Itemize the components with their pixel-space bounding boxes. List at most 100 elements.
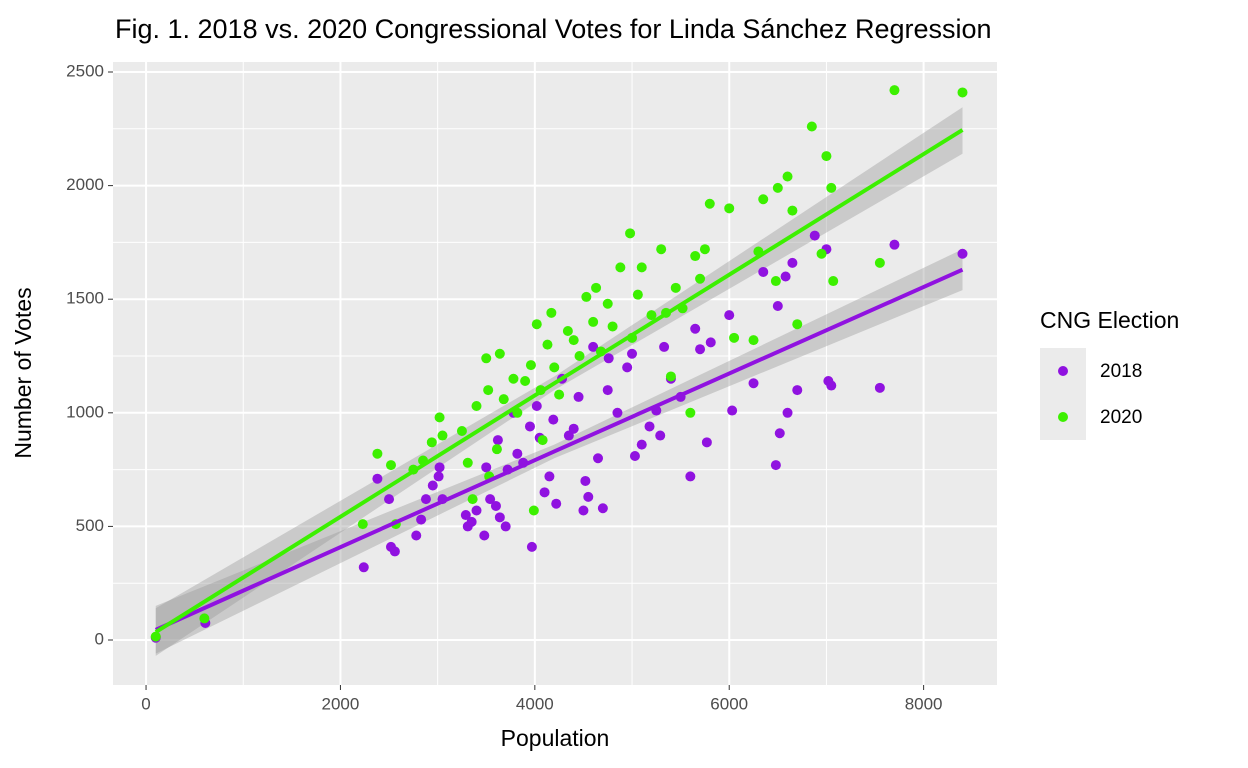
point [411, 530, 422, 541]
point [494, 512, 505, 523]
point [758, 194, 769, 205]
point [889, 239, 900, 250]
point [729, 332, 740, 343]
x-tick-label: 8000 [905, 694, 943, 713]
point [544, 471, 555, 482]
point [416, 514, 427, 525]
point [772, 182, 783, 193]
point [434, 462, 445, 473]
y-tick-label: 1500 [66, 289, 104, 308]
point [772, 301, 783, 312]
point [629, 450, 640, 461]
point [471, 400, 482, 411]
point [704, 198, 715, 209]
point [531, 400, 542, 411]
point [806, 121, 817, 132]
point [372, 448, 383, 459]
point [685, 471, 696, 482]
point [770, 460, 781, 471]
point [809, 230, 820, 241]
regression-line [154, 128, 964, 634]
point [655, 430, 666, 441]
point [481, 353, 492, 364]
point [659, 341, 670, 352]
regression-line [154, 267, 964, 632]
point [498, 394, 509, 405]
point [437, 430, 448, 441]
point [492, 435, 503, 446]
point [602, 385, 613, 396]
x-axis-label: Population [501, 725, 610, 751]
point [665, 371, 676, 382]
point [525, 360, 536, 371]
point [957, 87, 968, 98]
point [508, 373, 519, 384]
point [632, 289, 643, 300]
point [627, 348, 638, 359]
point [625, 228, 636, 239]
x-tick-label: 6000 [710, 694, 748, 713]
point [434, 412, 445, 423]
point [828, 276, 839, 287]
point [580, 475, 591, 486]
point [748, 335, 759, 346]
y-tick-label: 2000 [66, 175, 104, 194]
point [816, 248, 827, 259]
point [385, 460, 396, 471]
point [433, 471, 444, 482]
point [607, 321, 618, 332]
point [670, 282, 681, 293]
point [426, 437, 437, 448]
point [724, 310, 735, 321]
point [526, 541, 537, 552]
point [528, 505, 539, 516]
point [622, 362, 633, 373]
point [549, 362, 560, 373]
point [699, 244, 710, 255]
point [542, 339, 553, 350]
legend-label: 2020 [1100, 407, 1142, 428]
point [792, 319, 803, 330]
point [471, 505, 482, 516]
point [770, 276, 781, 287]
point [389, 546, 400, 557]
y-axis-label: Number of Votes [10, 287, 36, 458]
point [574, 351, 585, 362]
point [357, 519, 368, 530]
point [583, 491, 594, 502]
point [792, 385, 803, 396]
point [690, 323, 701, 334]
point [615, 262, 626, 273]
point [593, 453, 604, 464]
point [591, 282, 602, 293]
point [727, 405, 738, 416]
point [481, 462, 492, 473]
point [780, 271, 791, 282]
point [656, 244, 667, 255]
point [578, 505, 589, 516]
point [695, 344, 706, 355]
y-tick-label: 0 [95, 629, 104, 648]
y-tick-label: 2500 [66, 61, 104, 80]
point [821, 151, 832, 162]
x-tick-label: 4000 [516, 694, 554, 713]
point [150, 631, 161, 642]
point [685, 407, 696, 418]
point [460, 510, 471, 521]
point [644, 421, 655, 432]
point [695, 273, 706, 284]
x-tick-label: 2000 [322, 694, 360, 713]
point [548, 414, 559, 425]
point [466, 516, 477, 527]
point [581, 291, 592, 302]
point [588, 316, 599, 327]
point [782, 407, 793, 418]
point [602, 298, 613, 309]
legend-title: CNG Election [1040, 307, 1179, 333]
point [456, 425, 467, 436]
point [603, 353, 614, 364]
x-tick-label: 0 [141, 694, 150, 713]
point [612, 407, 623, 418]
y-tick-label: 500 [76, 516, 104, 535]
point [420, 494, 431, 505]
